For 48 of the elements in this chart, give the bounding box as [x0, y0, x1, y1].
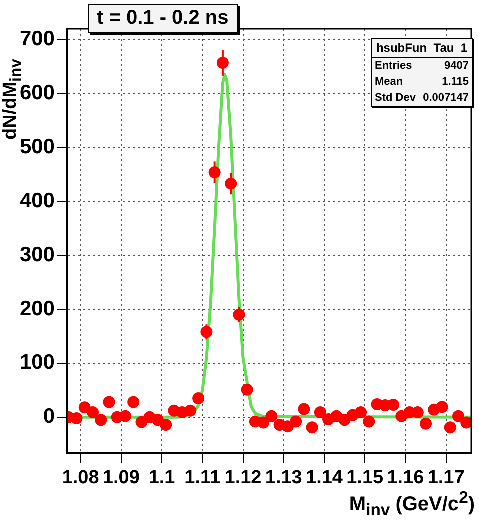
- point: [184, 404, 196, 417]
- annotation: 0.007147: [423, 92, 469, 104]
- y-tick-label: 100: [20, 351, 55, 374]
- point: [460, 416, 472, 429]
- point: [241, 384, 254, 396]
- x-tick-label: 1.12: [224, 468, 262, 489]
- point: [436, 401, 448, 414]
- x-tick-label: 1.16: [387, 468, 424, 489]
- x-tick-label: 1.11: [184, 468, 222, 489]
- x-tick-label: 1.15: [346, 468, 384, 489]
- x-axis-title: M$_{inv}$ (GeV/c$^{2}$): [349, 488, 475, 520]
- point: [192, 392, 205, 405]
- point: [128, 396, 140, 408]
- point: [266, 410, 278, 422]
- point: [160, 418, 172, 431]
- y-tick-label: 200: [20, 297, 55, 320]
- x-tick-label: 1.13: [265, 468, 302, 489]
- annotation: 9407: [444, 60, 469, 72]
- annotation: 1.115: [442, 76, 469, 88]
- point: [103, 396, 116, 408]
- point: [420, 418, 432, 430]
- x-tick-label: 1.14: [306, 468, 344, 489]
- annotation: Mean: [375, 76, 404, 88]
- point: [388, 398, 400, 411]
- y-tick-label: 300: [20, 243, 55, 266]
- point: [355, 406, 368, 419]
- annotation: hsubFun_Tau_1: [372, 39, 472, 58]
- y-tick-label: 500: [20, 135, 55, 158]
- y-tick-label: 400: [20, 189, 55, 212]
- x-tick-label: 1.1: [148, 468, 176, 489]
- point: [119, 410, 132, 422]
- point: [314, 406, 326, 419]
- point: [86, 406, 99, 419]
- point: [298, 403, 310, 416]
- x-tick-label: 1.17: [428, 468, 465, 489]
- chart-title: t = 0.1 - 0.2 ns: [88, 4, 238, 33]
- point: [95, 414, 108, 426]
- point: [290, 416, 302, 428]
- x-tick-label: 1.08: [62, 468, 100, 489]
- y-tick-label: 700: [20, 28, 55, 51]
- annotation: Std Dev: [375, 92, 416, 104]
- x-tick-label: 1.09: [102, 468, 140, 489]
- point: [363, 416, 376, 428]
- annotation: Entries: [375, 60, 412, 72]
- y-tick-label: 0: [43, 405, 55, 428]
- point: [306, 422, 318, 434]
- point: [444, 422, 456, 434]
- point: [70, 412, 83, 424]
